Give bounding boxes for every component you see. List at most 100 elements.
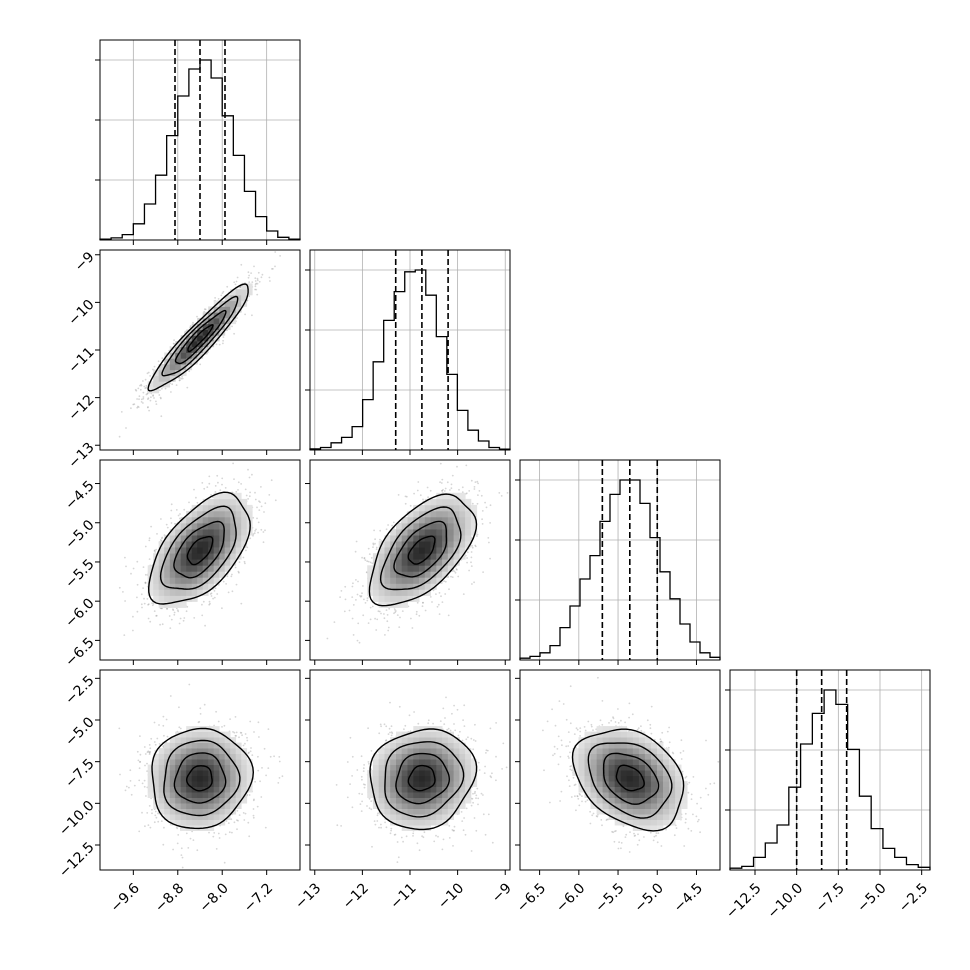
density-cell [235, 306, 242, 313]
density-cell [175, 565, 182, 572]
density-cell [230, 504, 237, 512]
density-cell [213, 323, 220, 330]
density-cell [197, 529, 204, 536]
sample-point [143, 597, 145, 600]
sample-point [210, 494, 212, 496]
density-cell [180, 553, 187, 560]
sample-point [195, 496, 197, 499]
sample-point [438, 613, 441, 615]
sample-point [202, 600, 205, 603]
sample-point [468, 490, 471, 492]
sample-point [190, 508, 193, 511]
sample-point [249, 537, 252, 540]
sample-point [213, 596, 216, 599]
sample-point [148, 558, 151, 560]
sample-point [268, 494, 271, 496]
sample-point [362, 585, 364, 587]
density-cell [153, 565, 160, 572]
density-cell [224, 517, 231, 524]
density-cell [186, 553, 193, 560]
sample-point [201, 614, 204, 617]
sample-point [140, 384, 143, 387]
density-cell [230, 517, 237, 524]
density-cell [230, 317, 237, 325]
sample-point [183, 508, 186, 511]
sample-point [256, 277, 259, 280]
sample-point [454, 571, 457, 574]
sample-point [471, 583, 473, 585]
sample-point [159, 539, 162, 541]
sample-point [344, 585, 347, 588]
density-cell [208, 323, 215, 330]
sample-point [264, 529, 266, 532]
density-cell [164, 369, 171, 376]
sample-point [170, 618, 173, 621]
density-cell [197, 547, 204, 554]
density-cell [197, 517, 204, 524]
density-cell [208, 565, 215, 572]
sample-point [489, 557, 491, 560]
density-cell [180, 571, 187, 578]
density-cell [219, 529, 226, 536]
sample-point [442, 488, 444, 491]
sample-point [255, 528, 257, 531]
density-cell [147, 381, 154, 388]
sample-point [206, 486, 209, 488]
sample-point [462, 593, 465, 595]
density-cell [164, 595, 171, 602]
sample-point [155, 403, 158, 405]
sample-point [461, 486, 464, 489]
sample-point [237, 489, 239, 491]
sample-point [370, 557, 373, 559]
density-cell [208, 335, 215, 342]
density-cell [175, 571, 182, 578]
sample-point [193, 617, 196, 619]
density-cell [230, 289, 237, 296]
sample-point [248, 476, 251, 479]
sample-point [245, 549, 247, 552]
sample-point [383, 617, 386, 620]
density-cell [191, 341, 198, 348]
sample-point [137, 387, 140, 390]
density-cell [169, 529, 176, 536]
density-cell [169, 601, 176, 608]
sample-point [136, 560, 139, 563]
sample-point [172, 342, 175, 345]
density-cell [208, 529, 215, 536]
density-cell [208, 498, 215, 506]
sample-point [144, 378, 147, 381]
sample-point [222, 336, 225, 338]
sample-point [256, 279, 259, 282]
density-cell [175, 601, 182, 608]
density-cell [186, 352, 193, 359]
sample-point [150, 396, 152, 399]
density-cell [219, 517, 226, 524]
density-cell [197, 541, 204, 548]
density-cell [180, 595, 187, 602]
sample-point [471, 545, 473, 547]
density-cell [169, 358, 176, 365]
sample-point [360, 595, 362, 598]
sample-point [326, 637, 329, 640]
density-cell [175, 559, 182, 566]
sample-point [161, 623, 164, 626]
density-cell [164, 565, 171, 572]
sample-point [188, 370, 191, 373]
sample-point [470, 556, 473, 559]
sample-point [421, 605, 424, 608]
sample-point [143, 385, 146, 388]
density-cell [246, 510, 253, 518]
sample-point [161, 607, 164, 610]
density-cell [230, 312, 237, 319]
sample-point [175, 509, 178, 511]
sample-point [351, 585, 354, 588]
density-cell [147, 583, 154, 590]
density-cell [202, 498, 209, 506]
density-cell [180, 541, 187, 548]
sample-point [236, 276, 239, 279]
sample-point [279, 255, 281, 257]
density-cell [230, 559, 237, 566]
density-cell [208, 553, 215, 560]
sample-point [352, 582, 354, 585]
sample-point [262, 531, 265, 533]
